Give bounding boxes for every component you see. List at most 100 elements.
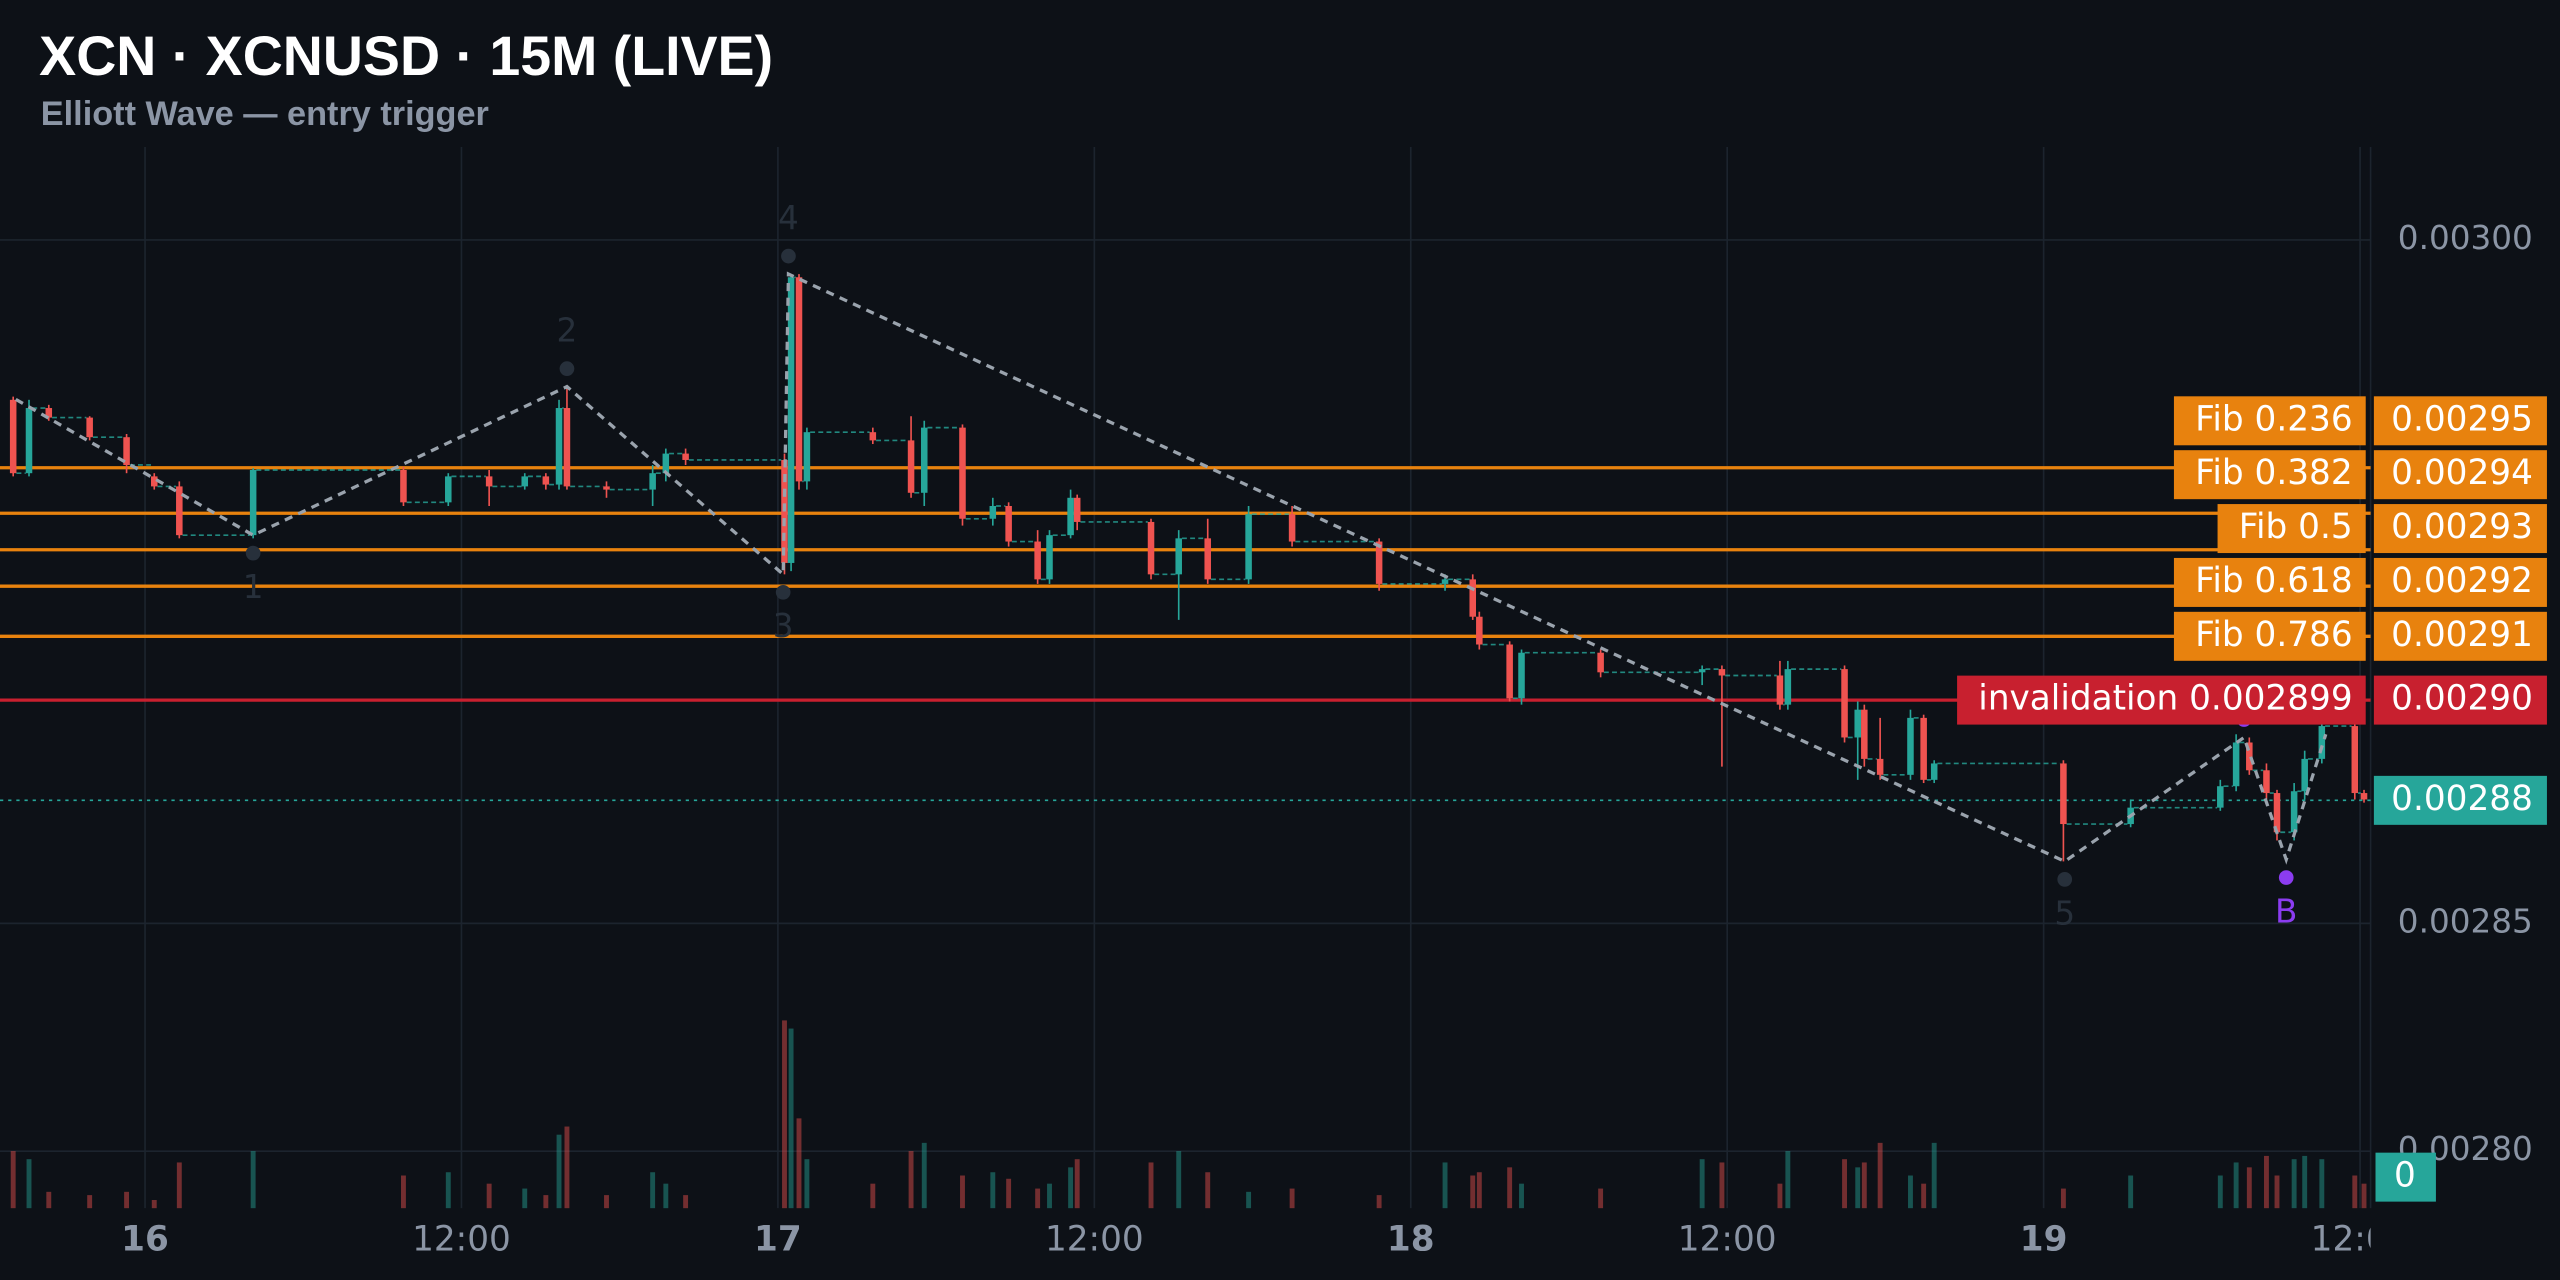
wave-point <box>2278 870 2294 885</box>
volume-bar <box>564 1126 570 1209</box>
price-label: 0.00294 <box>2391 453 2533 493</box>
wave-point <box>775 584 791 600</box>
grid <box>0 146 2372 1209</box>
candle-body <box>1375 541 1383 584</box>
candle-body <box>1204 538 1211 580</box>
candle-body <box>1073 497 1081 522</box>
volume-bar <box>250 1151 256 1209</box>
volume-bar <box>1246 1191 1252 1209</box>
volume-bar <box>1476 1172 1482 1209</box>
volume-bar <box>1074 1159 1080 1209</box>
candle-body <box>1518 652 1525 699</box>
candle-body <box>1776 675 1784 705</box>
candle-body <box>150 476 158 487</box>
candle-body <box>445 476 452 503</box>
volume-bar <box>124 1191 130 1209</box>
volume-bar <box>1035 1188 1041 1209</box>
volume-bar <box>87 1195 93 1209</box>
x-tick-label: 19 <box>2020 1219 2068 1259</box>
x-tick-label: 18 <box>1387 1219 1435 1259</box>
candle-body <box>803 432 811 482</box>
volume-tick-box <box>2375 1152 2436 1202</box>
level-label-box <box>2217 504 2366 554</box>
candle-body <box>485 476 493 487</box>
x-tick-label: 17 <box>754 1219 802 1259</box>
candle-body <box>2290 791 2298 833</box>
candle-body <box>1034 541 1041 580</box>
candle-body <box>1288 514 1296 542</box>
volume-bar <box>796 1118 802 1209</box>
candle-body <box>649 473 656 490</box>
price-label: 0.00295 <box>2391 399 2533 439</box>
candle-body <box>521 476 529 487</box>
volume-bar <box>2352 1175 2358 1209</box>
volume-bar <box>960 1175 965 1209</box>
chart-title: XCN · XCNUSD · 15M (LIVE) <box>39 25 773 87</box>
candle-body <box>682 453 689 460</box>
volume-bar <box>556 1134 562 1209</box>
volume-bar <box>870 1183 876 1209</box>
volume-bar <box>1148 1162 1154 1209</box>
volume-bar <box>2274 1175 2280 1209</box>
candle-body <box>920 427 928 493</box>
volume-bar <box>650 1172 656 1209</box>
volume-bar <box>1931 1142 1937 1209</box>
candle-body <box>2360 793 2368 800</box>
volume-bar <box>2217 1175 2223 1209</box>
candle-body <box>1067 497 1074 536</box>
volume-tick-label: 0 <box>2394 1156 2416 1196</box>
volume-bar <box>1047 1183 1052 1209</box>
candle-body <box>1876 758 1884 775</box>
volume-bar <box>2264 1155 2269 1209</box>
candle-body <box>959 427 966 519</box>
level-label: Fib 0.5 <box>2239 507 2353 547</box>
wave-point <box>559 361 575 377</box>
volume-bar <box>788 1028 794 1209</box>
candle-body <box>2301 758 2308 792</box>
level-label: Fib 0.236 <box>2195 399 2352 439</box>
price-label-box <box>2373 450 2547 500</box>
price-label: 0.00291 <box>2391 615 2533 655</box>
candle-body <box>795 277 803 482</box>
x-tick-label: 12:00 <box>1045 1219 1144 1259</box>
volume-bar <box>1855 1167 1861 1209</box>
wave-label: B <box>2275 892 2297 930</box>
candle-body <box>1861 709 1868 759</box>
candle-body <box>1841 669 1848 738</box>
candle-body <box>176 486 183 536</box>
volume-bar <box>804 1159 810 1209</box>
candle-body <box>1854 709 1861 738</box>
volume-bar <box>1006 1178 1012 1209</box>
wave: 1 2 3 4 5 B <box>15 199 2328 932</box>
volume-bar <box>1842 1159 1847 1209</box>
price-label-box <box>2373 675 2547 725</box>
level-label-box <box>2173 557 2366 607</box>
price-label: 0.00293 <box>2391 507 2533 547</box>
volume-bar <box>921 1142 927 1209</box>
candle-body <box>1698 669 1706 673</box>
volume-bar <box>176 1162 182 1209</box>
price-label-box <box>2373 504 2547 554</box>
x-tick-label: 12:00 <box>2311 1219 2410 1259</box>
wave-label: 1 <box>243 568 264 606</box>
volume-bar <box>1442 1162 1448 1209</box>
candle-body <box>1441 579 1449 584</box>
candle-body <box>563 408 571 487</box>
wave-label: 4 <box>778 199 799 237</box>
volume-bar <box>2060 1188 2066 1209</box>
candle-body <box>1245 514 1252 580</box>
volume-bar <box>46 1191 52 1209</box>
level-label: invalidation 0.002899 <box>1978 679 2352 719</box>
volume-bar <box>401 1175 406 1209</box>
candle-body <box>2318 726 2326 759</box>
candle-body <box>907 440 915 493</box>
candle-body <box>1005 505 1012 542</box>
candle-body <box>1597 652 1604 673</box>
y-tick-label: 0.00300 <box>2398 219 2533 257</box>
volume-bar <box>1777 1183 1783 1209</box>
volume-bar <box>1507 1167 1513 1209</box>
candle-body <box>555 408 563 485</box>
candle-body <box>400 469 407 503</box>
x-tick-label: 16 <box>121 1219 169 1259</box>
